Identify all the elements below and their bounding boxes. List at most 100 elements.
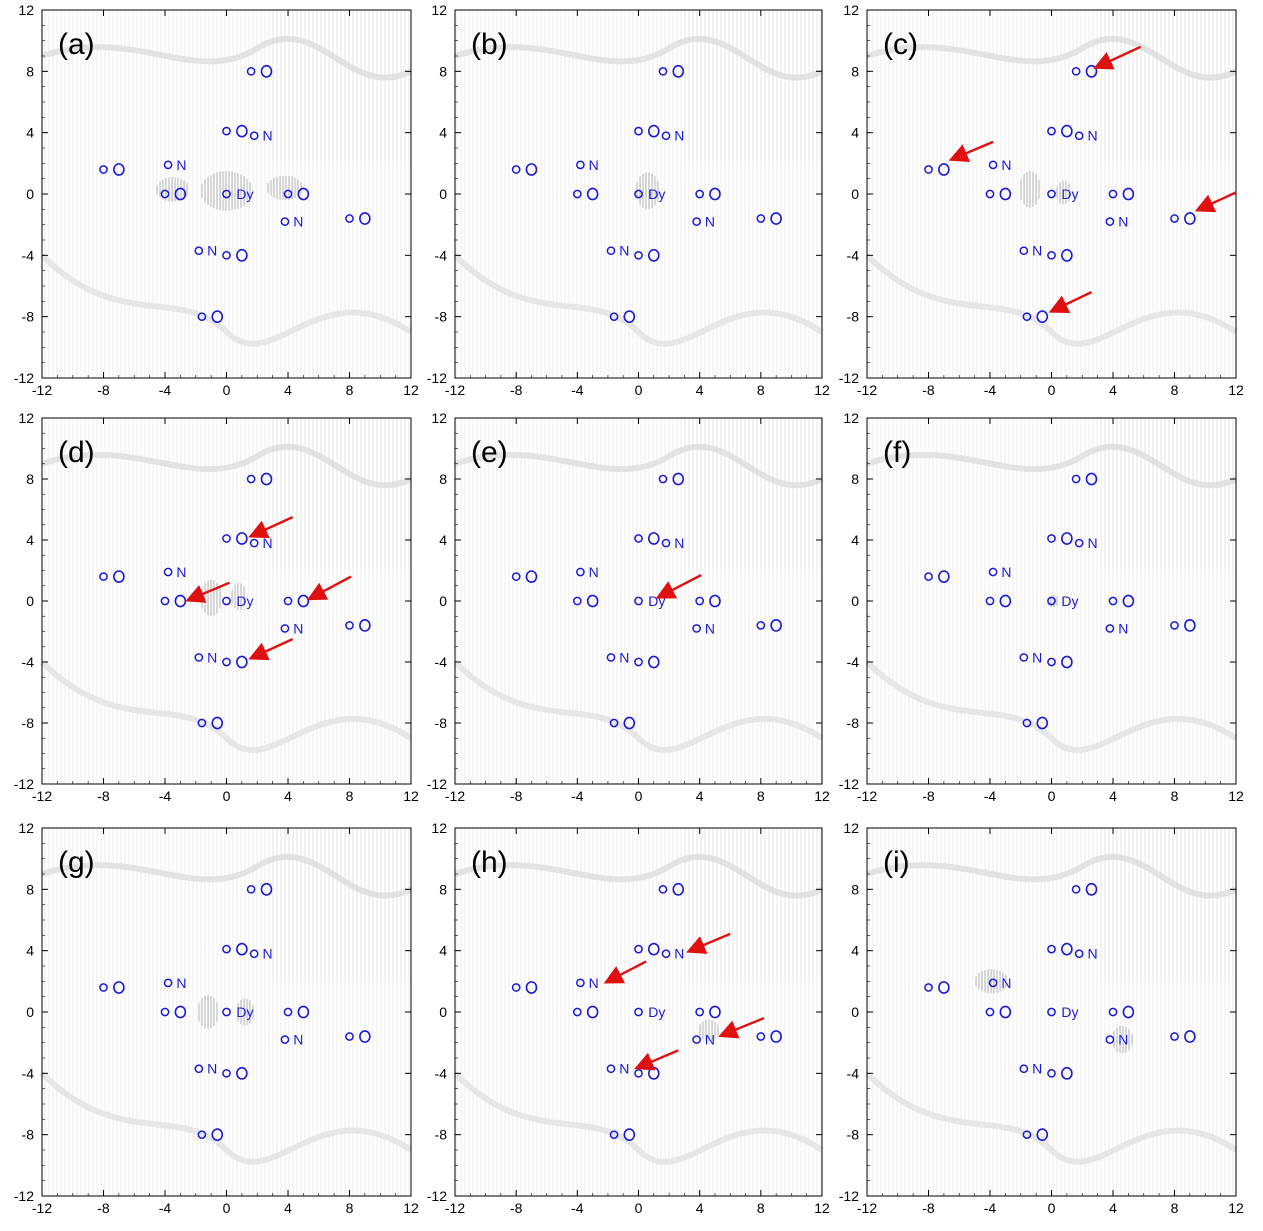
nitrogen-label: N	[1118, 620, 1128, 636]
y-tick-label: 4	[851, 532, 859, 548]
atom-site-small	[988, 567, 998, 577]
atom-site-small	[634, 250, 643, 260]
nitrogen-label: N	[1032, 1061, 1042, 1077]
oxygen-atom	[1122, 1005, 1135, 1019]
x-tick-label: 8	[757, 788, 765, 804]
x-tick-label: 8	[757, 1200, 765, 1216]
density-blob	[1046, 594, 1060, 608]
x-tick-label: -8	[922, 382, 935, 398]
atom-site-small	[222, 126, 231, 136]
nitrogen-label: N	[619, 649, 629, 665]
atom-site-small	[160, 596, 170, 606]
x-tick-label: -4	[571, 1200, 584, 1216]
x-tick-label: 0	[635, 1200, 643, 1216]
atom-site-small	[695, 1007, 705, 1017]
atom-site-small	[634, 189, 643, 199]
dysprosium-label: Dy	[1061, 1004, 1078, 1020]
nitrogen-label: N	[705, 620, 715, 636]
panel-label: (e)	[471, 436, 508, 469]
density-blob	[635, 172, 660, 210]
panel-label: (h)	[471, 846, 508, 879]
oxygen-atom	[1184, 212, 1196, 225]
x-tick-label: -12	[445, 1200, 465, 1216]
atom-site-small	[280, 624, 290, 633]
x-tick-label: 12	[1228, 382, 1244, 398]
nitrogen-label: N	[207, 243, 217, 259]
oxygen-atom	[770, 212, 782, 225]
density-blob	[231, 582, 247, 611]
atom-site-small	[988, 978, 998, 988]
atom-site-small	[609, 312, 619, 322]
x-tick-label: -12	[445, 788, 465, 804]
y-tick-label: -8	[22, 309, 35, 325]
x-tick-label: -12	[32, 788, 52, 804]
atom-site-small	[988, 160, 998, 170]
x-tick-label: -12	[32, 382, 52, 398]
y-tick-label: -12	[839, 370, 859, 386]
density-region	[1097, 828, 1236, 982]
oxygen-atom	[709, 594, 721, 608]
density-region	[272, 828, 411, 982]
density-region	[1097, 10, 1236, 164]
x-tick-label: 12	[403, 788, 419, 804]
atom-site-small	[985, 189, 995, 199]
red-arrow	[248, 516, 294, 539]
atom-site-small	[658, 474, 668, 484]
density-region	[272, 10, 411, 164]
y-tick-label: 12	[18, 410, 34, 426]
y-tick-label: 8	[851, 881, 859, 897]
y-tick-label: 0	[439, 593, 447, 609]
x-tick-label: 0	[1048, 1200, 1056, 1216]
y-tick-label: -4	[847, 654, 860, 670]
oxygen-atom	[1061, 655, 1073, 669]
panel-b: -12 -8 -4 0 4 8 12 -12 -8 -4 0 4 8 12 (b) N N Dy N N	[427, 2, 830, 398]
panel-label: (g)	[58, 846, 95, 879]
atom-site-small	[283, 596, 293, 606]
x-tick-label: 12	[1228, 788, 1244, 804]
x-tick-label: -12	[857, 382, 877, 398]
oxygen-atom	[236, 248, 248, 262]
oxygen-atom	[586, 187, 599, 201]
atom-site-small	[634, 534, 643, 543]
atom-site-small	[249, 949, 259, 959]
y-tick-label: -12	[839, 776, 859, 792]
x-tick-label: -4	[159, 788, 172, 804]
nitrogen-label: N	[176, 975, 186, 991]
y-tick-label: 12	[431, 820, 447, 836]
oxygen-atom	[525, 981, 538, 994]
nitrogen-label: N	[619, 1061, 629, 1077]
y-tick-label: -12	[14, 370, 34, 386]
oxygen-atom	[709, 187, 721, 201]
nitrogen-label: N	[262, 128, 272, 144]
density-contour	[864, 1071, 1238, 1165]
oxygen-atom	[999, 187, 1012, 201]
atom-site-small	[194, 653, 204, 662]
density-contour	[864, 659, 1238, 753]
atom-site-small	[246, 66, 256, 76]
atom-site-small	[692, 624, 701, 633]
nitrogen-label: N	[293, 214, 303, 230]
y-tick-label: 4	[851, 943, 859, 959]
y-tick-label: -8	[847, 1127, 860, 1143]
red-arrow	[655, 574, 702, 599]
atom-site-small	[1047, 657, 1056, 667]
x-tick-label: 4	[696, 788, 704, 804]
nitrogen-label: N	[1087, 535, 1097, 551]
atom-site-small	[634, 657, 643, 667]
atom-site-small	[222, 1007, 231, 1017]
y-tick-label: 0	[439, 1004, 447, 1020]
x-tick-label: 8	[346, 788, 354, 804]
density-contour	[452, 253, 824, 347]
x-tick-label: 0	[635, 382, 643, 398]
density-blob	[974, 969, 1009, 994]
atom-site-small	[163, 160, 173, 170]
oxygen-atom	[623, 1128, 636, 1142]
oxygen-atom	[211, 310, 224, 324]
oxygen-atom	[999, 594, 1012, 608]
panel-c: -12 -8 -4 0 4 8 12 -12 -8 -4 0 4 8 12 (c) N N Dy N N	[839, 2, 1244, 398]
atom-site-small	[606, 246, 616, 256]
y-tick-label: -12	[427, 776, 447, 792]
atom-site-small	[576, 567, 585, 577]
